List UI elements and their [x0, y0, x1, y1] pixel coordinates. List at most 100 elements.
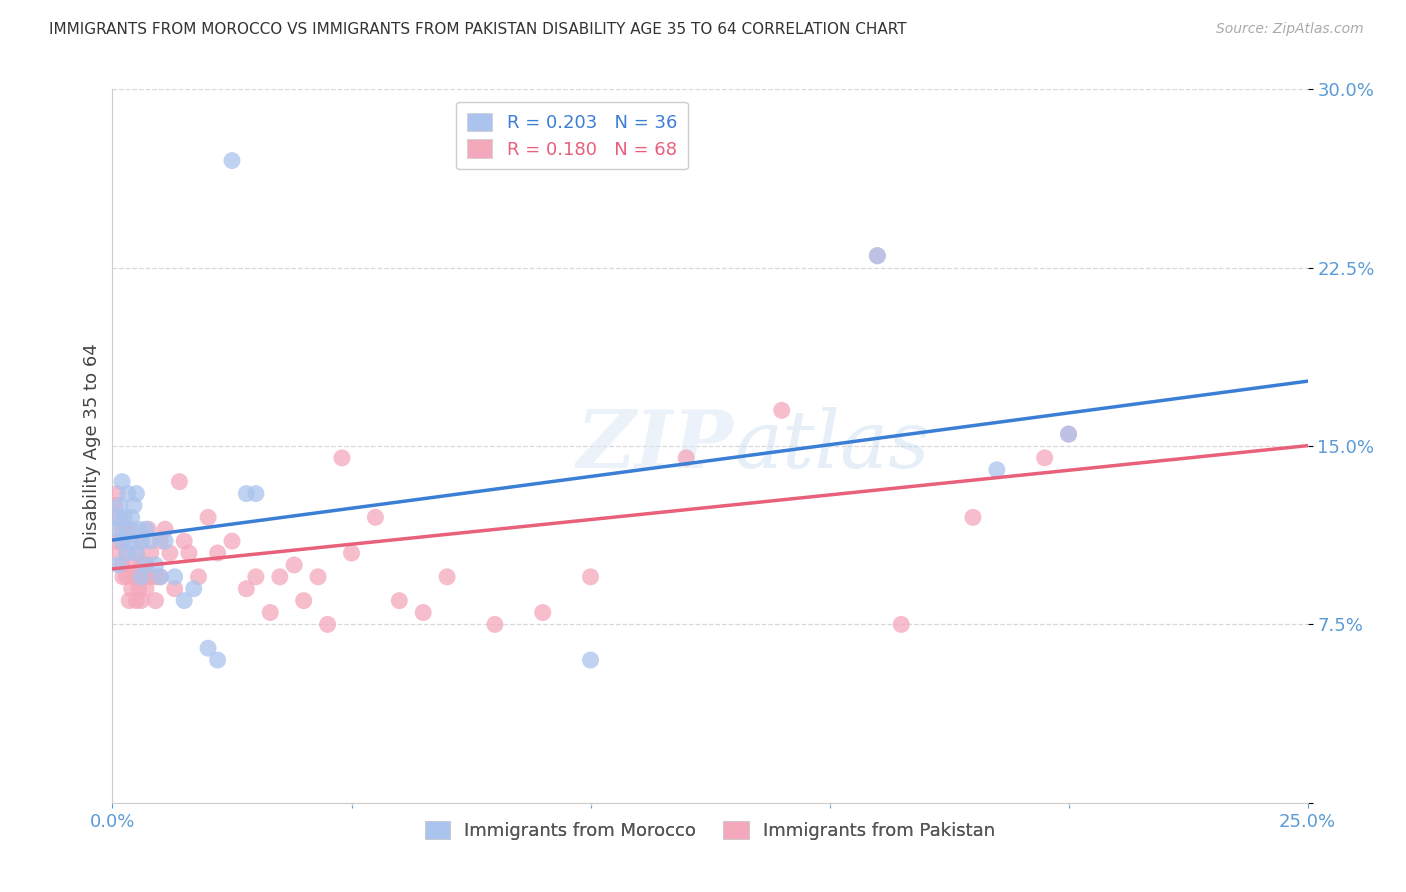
Point — [111, 570, 134, 584]
Point — [173, 593, 195, 607]
Text: IMMIGRANTS FROM MOROCCO VS IMMIGRANTS FROM PAKISTAN DISABILITY AGE 35 TO 64 CORR: IMMIGRANTS FROM MOROCCO VS IMMIGRANTS FR… — [49, 22, 907, 37]
Point — [129, 570, 152, 584]
Point — [675, 450, 697, 465]
Point — [245, 486, 267, 500]
Point — [105, 522, 128, 536]
Point — [316, 617, 339, 632]
Point — [121, 558, 143, 572]
Point — [163, 582, 186, 596]
Point — [129, 593, 152, 607]
Point — [111, 475, 134, 489]
Point — [145, 593, 167, 607]
Point — [107, 558, 129, 572]
Point — [221, 534, 243, 549]
Point — [866, 249, 889, 263]
Point — [139, 534, 162, 549]
Point — [149, 534, 172, 549]
Point — [153, 534, 176, 549]
Point — [221, 153, 243, 168]
Point — [122, 570, 145, 584]
Point — [121, 510, 143, 524]
Point — [117, 486, 139, 500]
Point — [122, 499, 145, 513]
Point — [340, 546, 363, 560]
Point — [986, 463, 1008, 477]
Point — [579, 653, 602, 667]
Point — [128, 522, 150, 536]
Point — [145, 570, 167, 584]
Point — [105, 534, 128, 549]
Point — [129, 534, 152, 549]
Point — [128, 582, 150, 596]
Point — [866, 249, 889, 263]
Point — [138, 522, 160, 536]
Point — [129, 534, 152, 549]
Point — [125, 570, 148, 584]
Point — [207, 653, 229, 667]
Point — [173, 534, 195, 549]
Point — [412, 606, 434, 620]
Point — [187, 570, 209, 584]
Point — [235, 486, 257, 500]
Point — [890, 617, 912, 632]
Point — [125, 486, 148, 500]
Point — [1057, 427, 1080, 442]
Point — [207, 546, 229, 560]
Point — [770, 403, 793, 417]
Point — [121, 522, 143, 536]
Point — [111, 522, 134, 536]
Point — [139, 570, 162, 584]
Point — [107, 546, 129, 560]
Point — [115, 546, 138, 560]
Point — [111, 534, 134, 549]
Point — [436, 570, 458, 584]
Point — [145, 558, 167, 572]
Point — [135, 582, 157, 596]
Text: atlas: atlas — [734, 408, 929, 484]
Point — [163, 570, 186, 584]
Point — [169, 475, 191, 489]
Legend: Immigrants from Morocco, Immigrants from Pakistan: Immigrants from Morocco, Immigrants from… — [418, 814, 1002, 847]
Point — [104, 499, 127, 513]
Point — [105, 510, 128, 524]
Point — [962, 510, 984, 524]
Point — [115, 570, 138, 584]
Point — [292, 593, 315, 607]
Point — [579, 570, 602, 584]
Point — [159, 546, 181, 560]
Point — [135, 558, 157, 572]
Point — [269, 570, 291, 584]
Text: ZIP: ZIP — [576, 408, 734, 484]
Point — [197, 510, 219, 524]
Point — [245, 570, 267, 584]
Point — [121, 582, 143, 596]
Point — [135, 558, 157, 572]
Point — [149, 570, 172, 584]
Point — [235, 582, 257, 596]
Point — [135, 522, 157, 536]
Point — [118, 593, 141, 607]
Point — [484, 617, 506, 632]
Point — [108, 499, 131, 513]
Point — [115, 522, 138, 536]
Point — [135, 570, 157, 584]
Point — [330, 450, 353, 465]
Point — [283, 558, 305, 572]
Point — [105, 486, 128, 500]
Point — [129, 558, 152, 572]
Point — [125, 593, 148, 607]
Point — [388, 593, 411, 607]
Point — [125, 546, 148, 560]
Point — [111, 558, 134, 572]
Point — [364, 510, 387, 524]
Point — [149, 570, 172, 584]
Point — [183, 582, 205, 596]
Point — [139, 546, 162, 560]
Point — [177, 546, 200, 560]
Point — [125, 546, 148, 560]
Point — [114, 510, 135, 524]
Point — [115, 546, 138, 560]
Point — [115, 522, 138, 536]
Point — [1057, 427, 1080, 442]
Point — [197, 641, 219, 656]
